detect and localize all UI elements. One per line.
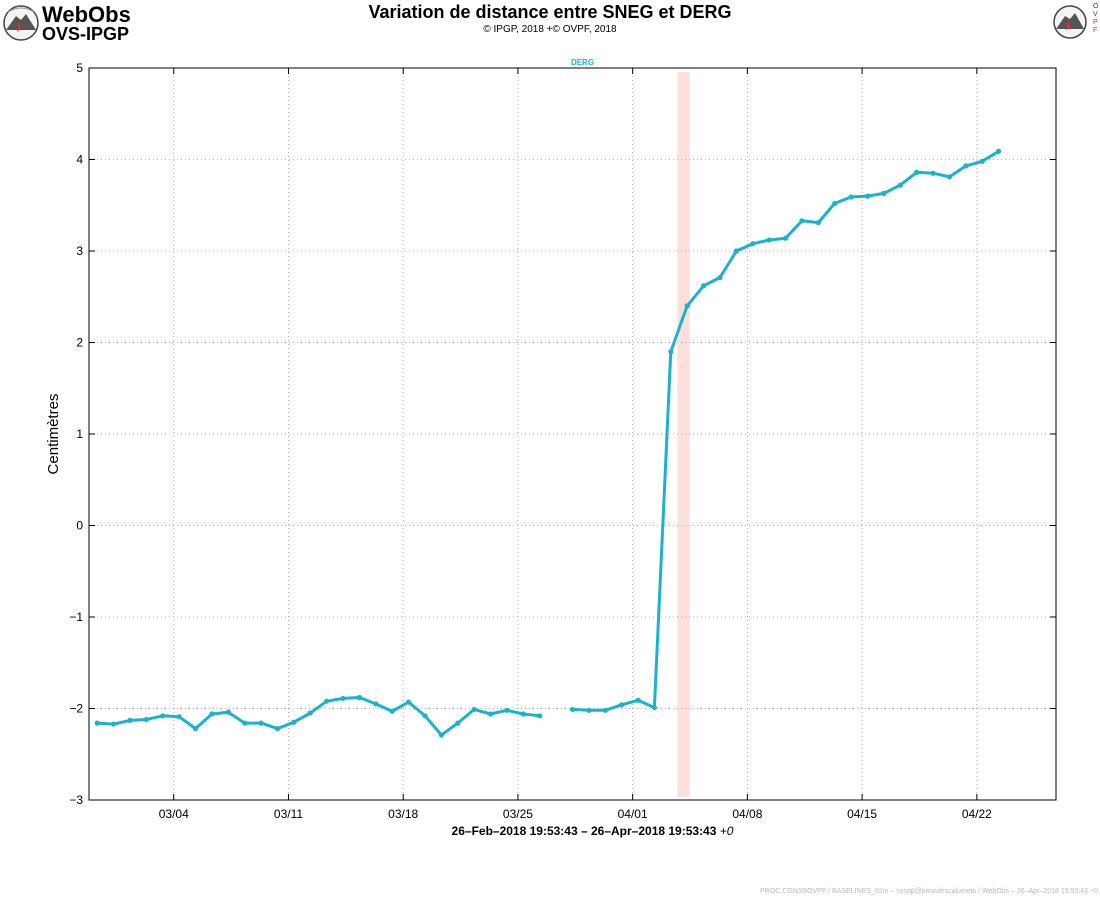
data-point xyxy=(635,697,641,703)
data-point xyxy=(848,194,854,200)
x-tick-label: 03/11 xyxy=(274,807,303,821)
data-point xyxy=(668,349,674,355)
data-point xyxy=(438,732,444,738)
data-point xyxy=(110,721,117,727)
chart-title: Variation de distance entre SNEG et DERG xyxy=(368,2,732,22)
data-point xyxy=(864,193,871,199)
data-point xyxy=(340,695,346,702)
volcano-globe-icon xyxy=(3,5,39,41)
data-point xyxy=(586,707,592,713)
data-point xyxy=(307,710,313,716)
y-tick-label: 2 xyxy=(76,336,83,350)
y-axis-label: Centimètres xyxy=(45,394,62,475)
data-point xyxy=(455,720,461,726)
x-axis-label: 26–Feb–2018 19:53:43 – 26–Apr–2018 19:53… xyxy=(452,824,734,838)
x-tick-label: 04/08 xyxy=(732,807,762,821)
data-point xyxy=(832,200,838,207)
data-point xyxy=(897,182,903,188)
data-point xyxy=(94,720,100,726)
data-point xyxy=(242,720,248,726)
data-point xyxy=(258,720,264,726)
event-band xyxy=(677,72,690,797)
x-tick-label: 03/18 xyxy=(388,807,418,821)
data-point xyxy=(274,726,281,732)
data-point xyxy=(602,707,608,713)
data-point xyxy=(422,713,428,719)
logo-subtitle: OVS-IPGP xyxy=(42,24,130,44)
data-point xyxy=(537,713,543,719)
y-tick-label: −1 xyxy=(69,610,83,624)
data-point xyxy=(127,717,133,723)
y-tick-label: 0 xyxy=(76,519,83,533)
data-point xyxy=(192,726,199,732)
data-point xyxy=(815,220,821,226)
data-point xyxy=(766,237,772,243)
data-point xyxy=(619,702,625,708)
data-point xyxy=(651,704,658,711)
y-tick-label: 4 xyxy=(76,153,83,167)
data-point xyxy=(520,711,526,717)
data-point xyxy=(291,719,297,725)
data-point xyxy=(799,218,805,224)
y-tick-label: −3 xyxy=(69,793,83,807)
series-line xyxy=(97,696,540,737)
data-point xyxy=(881,190,887,196)
data-point xyxy=(389,708,395,714)
data-point xyxy=(176,714,182,720)
y-tick-label: 1 xyxy=(76,427,83,441)
y-tick-label: −2 xyxy=(69,702,83,716)
data-point xyxy=(471,706,477,713)
x-tick-label: 03/04 xyxy=(159,807,189,821)
data-point xyxy=(373,701,379,707)
data-point xyxy=(684,303,690,309)
data-point xyxy=(324,698,330,704)
data-point xyxy=(914,169,920,175)
data-point xyxy=(701,283,707,289)
x-tick-label: 03/25 xyxy=(503,807,533,821)
x-tick-label: 04/22 xyxy=(962,807,992,821)
data-point xyxy=(996,148,1002,154)
data-point xyxy=(782,235,789,241)
chart-copyright: © IPGP, 2018 +© OVPF, 2018 xyxy=(483,24,617,35)
x-tick-label: 04/15 xyxy=(847,807,877,821)
y-tick-label: 5 xyxy=(76,61,83,75)
data-point xyxy=(930,170,936,176)
data-point xyxy=(356,694,363,701)
data-point xyxy=(750,241,756,247)
data-point xyxy=(733,248,739,254)
series-line xyxy=(572,150,1000,712)
data-point xyxy=(406,699,412,705)
data-point xyxy=(504,707,510,713)
data-point xyxy=(569,706,576,713)
y-tick-label: 3 xyxy=(76,244,83,258)
lava-shape xyxy=(17,22,21,32)
webobs-logo: WebObs OVS-IPGP xyxy=(2,2,132,46)
footer-credit: PROC.CGNSSOVPF / BASELINES_02m – sysop@p… xyxy=(760,888,1098,895)
data-point xyxy=(979,158,985,164)
data-point xyxy=(209,711,215,717)
data-point xyxy=(717,274,723,281)
logo-title: WebObs xyxy=(42,2,131,27)
data-point xyxy=(963,163,969,169)
data-point xyxy=(160,713,166,719)
data-point xyxy=(143,716,149,723)
data-point xyxy=(487,711,494,717)
x-tick-label: 04/01 xyxy=(618,807,648,821)
series-label: DERG xyxy=(571,58,594,67)
data-point xyxy=(946,174,953,180)
data-point xyxy=(225,709,231,715)
